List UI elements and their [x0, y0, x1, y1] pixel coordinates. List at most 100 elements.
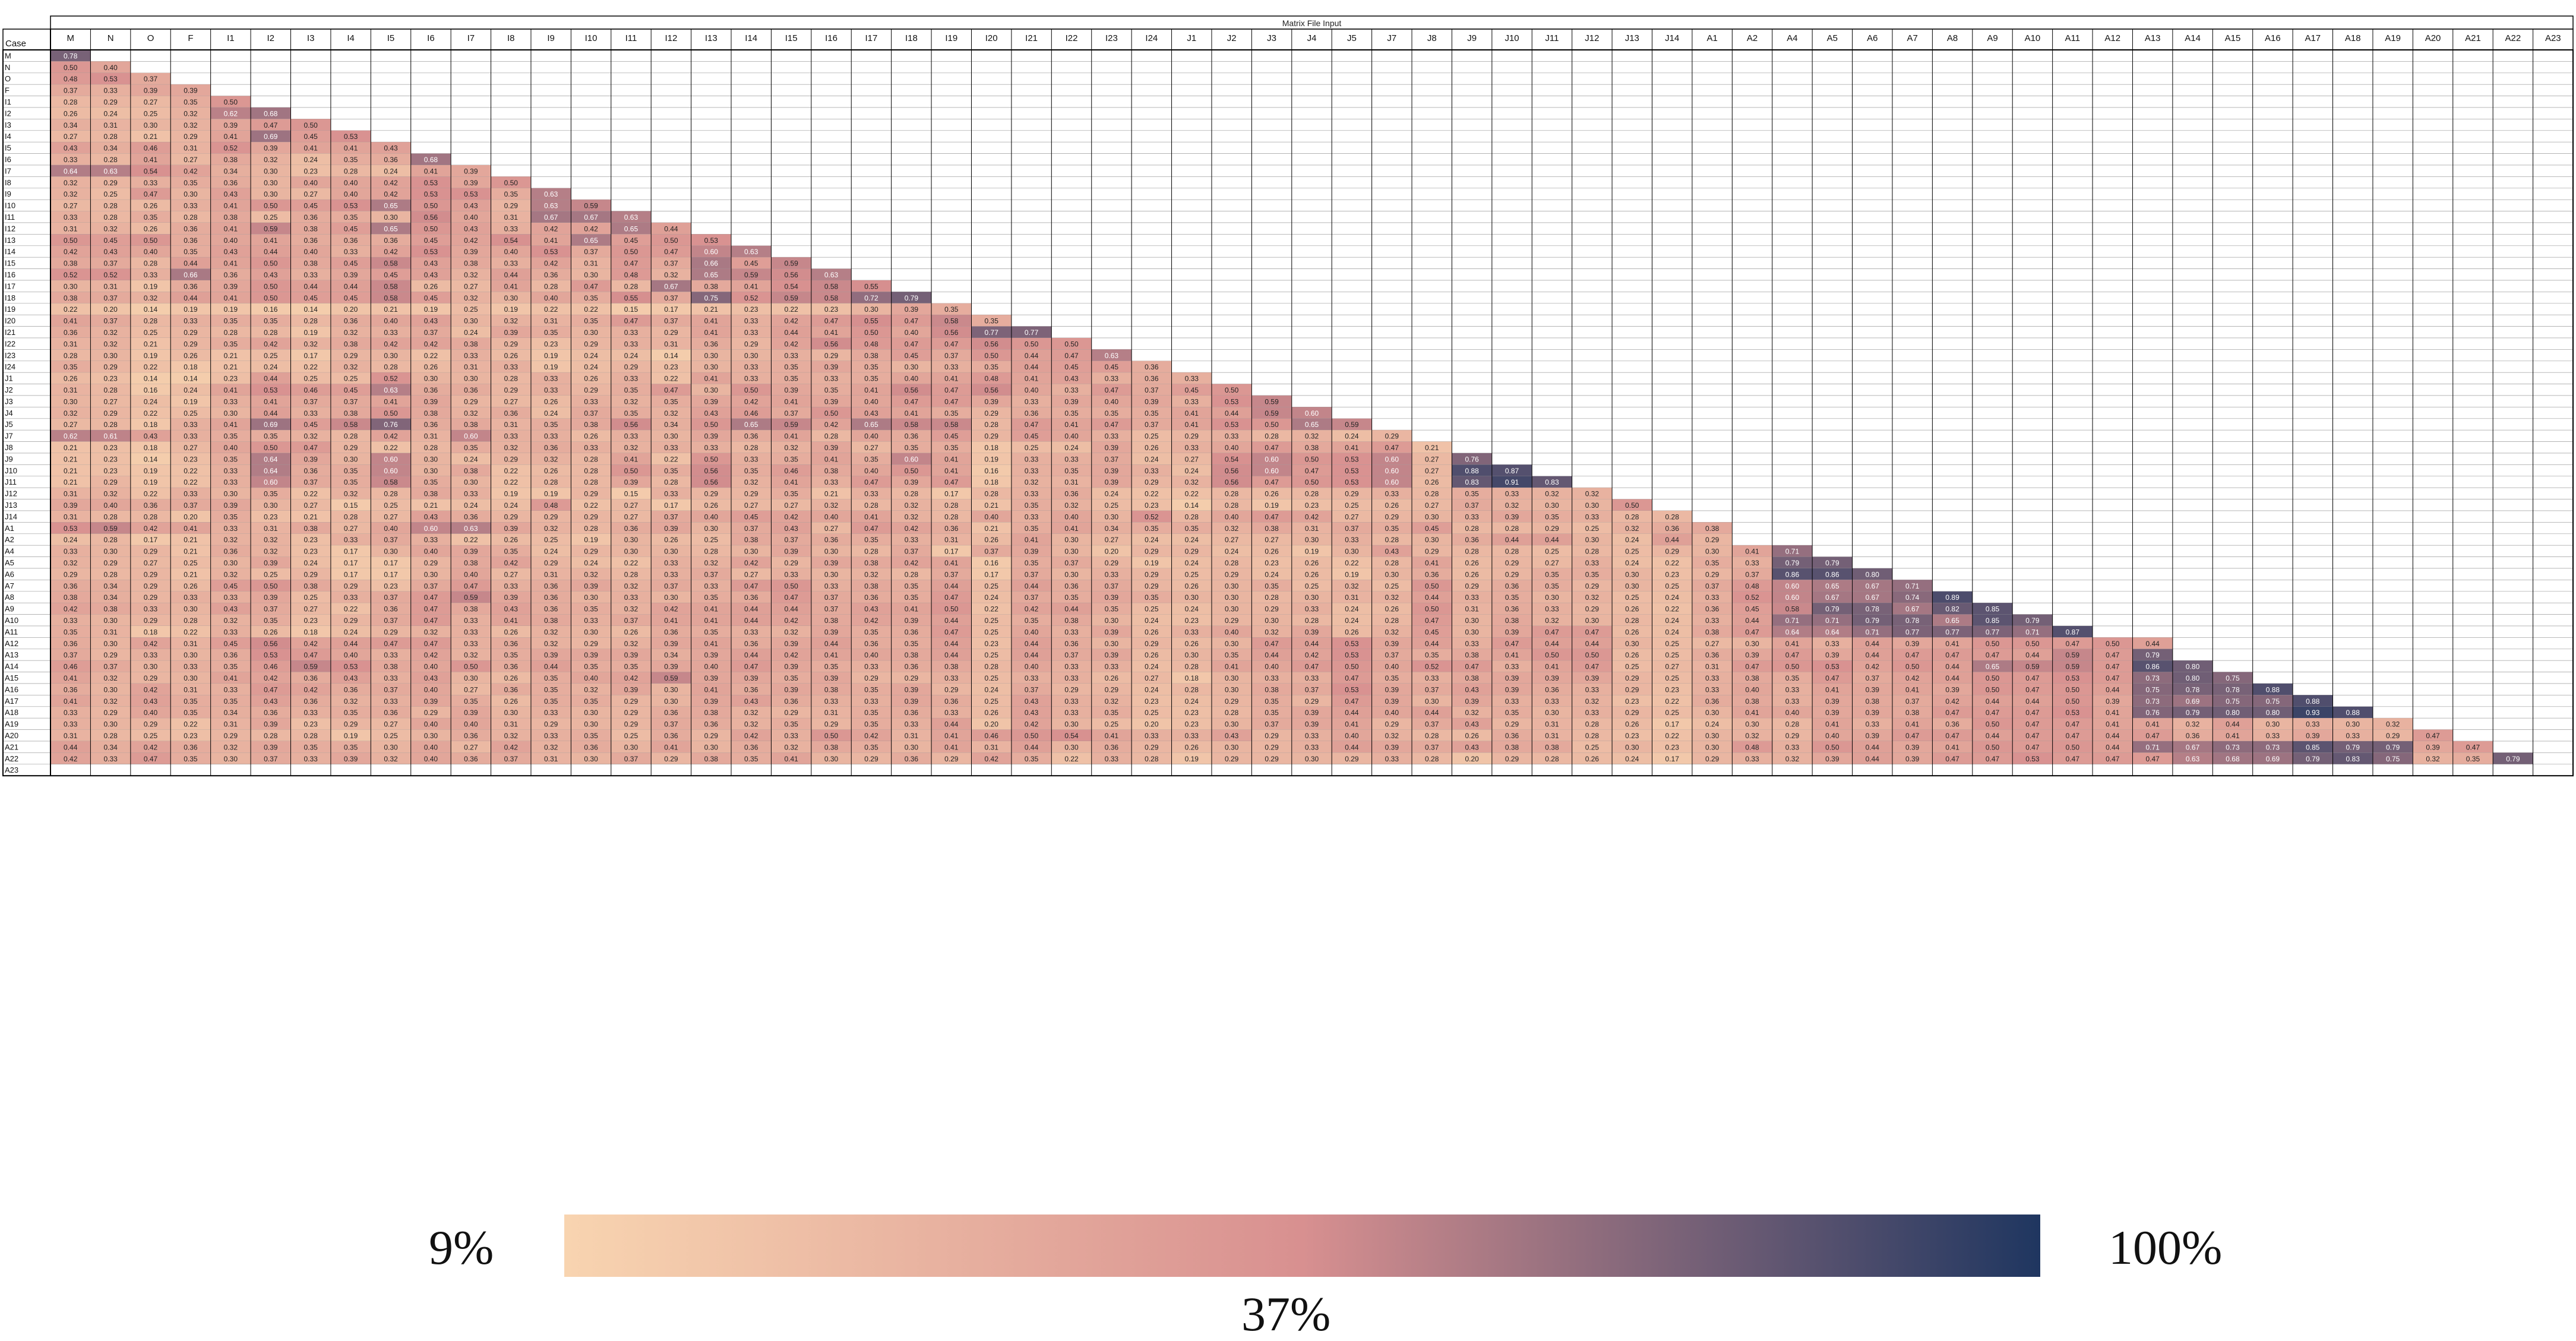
matrix-cell: [130, 349, 171, 361]
cell-value-label: 0.58: [824, 282, 839, 290]
cell-value-label: 0.41: [744, 282, 758, 290]
cell-value-label: 0.25: [1105, 720, 1119, 729]
cell-value-label: 0.56: [264, 640, 278, 648]
cell-value-label: 0.40: [1025, 663, 1039, 671]
cell-value-label: 0.40: [464, 570, 478, 578]
cell-value-label: 0.30: [584, 628, 598, 636]
cell-value-label: 0.41: [905, 409, 919, 418]
cell-value-label: 0.26: [1625, 605, 1639, 613]
cell-value-label: 0.56: [704, 467, 719, 475]
cell-value-label: 0.50: [264, 282, 278, 290]
cell-value-label: 0.50: [624, 248, 639, 256]
cell-value-label: 0.33: [1105, 570, 1119, 578]
cell-value-label: 0.24: [1185, 467, 1199, 475]
cell-value-label: 0.23: [824, 305, 839, 314]
cell-value-label: 0.40: [905, 328, 919, 337]
column-label: F: [188, 33, 193, 43]
cell-value-label: 0.41: [1745, 548, 1759, 556]
cell-value-label: 0.35: [1105, 409, 1119, 418]
matrix-cell: [891, 303, 932, 315]
cell-value-label: 0.52: [1745, 593, 1759, 602]
row-label: A22: [5, 754, 18, 763]
matrix-cell: [210, 176, 251, 188]
cell-value-label: 0.41: [1064, 420, 1079, 429]
cell-value-label: 0.38: [464, 467, 478, 475]
cell-value-label: 0.33: [224, 397, 238, 406]
cell-value-label: 0.33: [1745, 559, 1759, 567]
matrix-cell: [811, 338, 852, 350]
cell-value-label: 0.65: [1945, 616, 1959, 625]
matrix-cell: [130, 96, 171, 107]
matrix-cell: [50, 165, 91, 177]
cell-value-label: 0.44: [1545, 640, 1559, 648]
matrix-cell: [410, 176, 451, 188]
cell-value-label: 0.33: [184, 593, 198, 602]
cell-value-label: 0.33: [1265, 674, 1279, 682]
matrix-cell: [130, 303, 171, 315]
cell-value-label: 0.36: [1064, 582, 1079, 590]
cell-value-label: 0.28: [1225, 501, 1239, 510]
cell-value-label: 0.44: [1745, 616, 1759, 625]
cell-value-label: 0.47: [864, 524, 878, 533]
cell-value-label: 0.60: [704, 248, 719, 256]
matrix-cell: [611, 338, 652, 350]
cell-value-label: 0.33: [304, 755, 318, 763]
cell-value-label: 0.33: [1185, 397, 1199, 406]
matrix-cell: [50, 349, 91, 361]
cell-value-label: 0.45: [304, 420, 318, 429]
cell-value-label: 0.31: [664, 340, 678, 348]
cell-value-label: 0.39: [905, 478, 919, 486]
cell-value-label: 0.39: [624, 651, 639, 659]
cell-value-label: 0.58: [384, 294, 398, 302]
cell-value-label: 0.47: [2066, 640, 2080, 648]
cell-value-label: 0.85: [2306, 743, 2320, 751]
cell-value-label: 0.44: [1945, 663, 1959, 671]
cell-value-label: 0.30: [584, 755, 598, 763]
cell-value-label: 0.37: [824, 593, 839, 602]
cell-value-label: 0.30: [1625, 570, 1639, 578]
cell-value-label: 0.30: [144, 663, 158, 671]
cell-value-label: 0.33: [64, 709, 78, 717]
cell-value-label: 0.21: [1425, 444, 1439, 452]
cell-value-label: 0.25: [1585, 524, 1600, 533]
cell-value-label: 0.73: [2145, 697, 2160, 706]
cell-value-label: 0.32: [584, 685, 598, 694]
cell-value-label: 0.33: [664, 490, 678, 498]
cell-value-label: 0.78: [1905, 616, 1920, 625]
cell-value-label: 0.41: [704, 317, 719, 325]
cell-value-label: 0.28: [344, 432, 358, 441]
cell-value-label: 0.30: [1305, 593, 1319, 602]
matrix-cell: [491, 280, 531, 292]
cell-value-label: 0.44: [2226, 720, 2240, 729]
cell-value-label: 0.35: [944, 409, 959, 418]
cell-value-label: 0.44: [744, 651, 758, 659]
cell-value-label: 0.22: [1665, 697, 1680, 706]
cell-value-label: 0.27: [144, 559, 158, 567]
row-label: I8: [5, 178, 11, 187]
cell-value-label: 0.36: [224, 548, 238, 556]
cell-value-label: 0.43: [144, 432, 158, 441]
column-label: J12: [1585, 33, 1599, 43]
matrix-cell: [50, 176, 91, 188]
cell-value-label: 0.40: [424, 663, 438, 671]
cell-value-label: 0.47: [784, 593, 798, 602]
matrix-cell: [130, 268, 171, 280]
cell-value-label: 0.79: [1825, 605, 1839, 613]
cell-value-label: 0.22: [544, 305, 558, 314]
matrix-cell: [491, 234, 531, 246]
cell-value-label: 0.24: [1145, 536, 1159, 544]
cell-value-label: 0.40: [464, 720, 478, 729]
cell-value-label: 0.45: [424, 294, 438, 302]
cell-value-label: 0.50: [2066, 743, 2080, 751]
cell-value-label: 0.36: [744, 640, 758, 648]
cell-value-label: 0.31: [544, 317, 558, 325]
cell-value-label: 0.47: [1945, 651, 1959, 659]
cell-value-label: 0.35: [264, 432, 278, 441]
cell-value-label: 0.88: [1465, 467, 1479, 475]
cell-value-label: 0.50: [784, 582, 798, 590]
cell-value-label: 0.45: [304, 202, 318, 210]
cell-value-label: 0.41: [64, 697, 78, 706]
cell-value-label: 0.22: [384, 444, 398, 452]
cell-value-label: 0.43: [424, 271, 438, 279]
cell-value-label: 0.30: [464, 375, 478, 383]
